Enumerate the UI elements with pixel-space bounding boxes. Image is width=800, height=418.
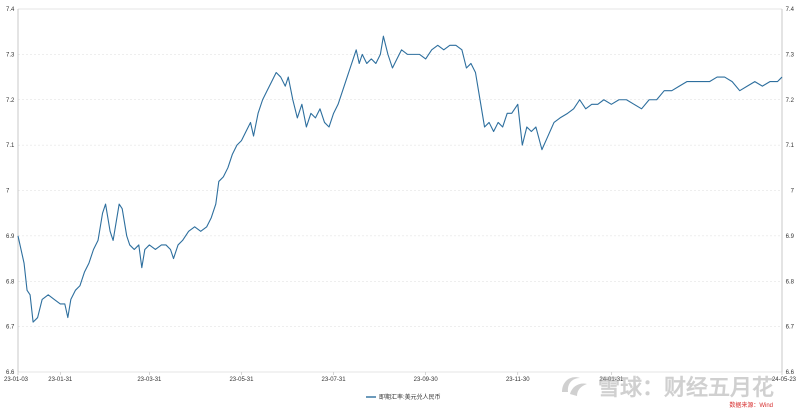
x-tick-label: 23-01-03 bbox=[4, 377, 29, 383]
y-tick-label-right: 6.7 bbox=[786, 325, 795, 331]
y-tick-label-right: 6.9 bbox=[786, 234, 795, 240]
x-tick-label: 24-01-31 bbox=[599, 377, 624, 383]
snowball-logo-icon bbox=[562, 377, 587, 396]
x-tick-label: 23-09-30 bbox=[414, 377, 439, 383]
y-tick-label-left: 7.3 bbox=[6, 52, 15, 58]
y-tick-label-right: 7.3 bbox=[786, 52, 795, 58]
y-tick-label-right: 7.2 bbox=[786, 98, 795, 104]
x-tick-label: 23-11-30 bbox=[506, 377, 530, 383]
y-tick-label-right: 6.6 bbox=[786, 370, 795, 376]
series-layer bbox=[17, 35, 783, 323]
y-tick-label-left: 7.4 bbox=[6, 7, 15, 13]
watermark-text: 雪球：财经五月花 bbox=[598, 375, 775, 400]
x-tick-label: 23-05-31 bbox=[229, 377, 254, 383]
y-tick-label-right: 7.1 bbox=[786, 143, 795, 149]
x-tick-label: 23-03-31 bbox=[137, 377, 162, 383]
y-tick-label-right: 6.8 bbox=[786, 279, 795, 285]
x-tick-label: 24-05-23 bbox=[772, 377, 797, 383]
y-tick-label-left: 6.8 bbox=[6, 279, 15, 285]
y-tick-label-left: 6.6 bbox=[6, 370, 15, 376]
y-tick-label-right: 7.4 bbox=[786, 7, 795, 13]
x-tick-label: 23-07-31 bbox=[322, 377, 347, 383]
legend-label: 即期汇率:美元兑人民币 bbox=[379, 393, 441, 401]
legend: 即期汇率:美元兑人民币 bbox=[366, 393, 441, 401]
axes: 6.6 6.6 6.7 6.7 6.8 6.8 6.9 6.9 7 7 7.1 7.1 7.2 7.2 7.… bbox=[4, 7, 797, 383]
y-tick-label-right: 7 bbox=[791, 189, 795, 195]
grid-lines bbox=[18, 8, 782, 373]
y-tick-label-left: 7.2 bbox=[6, 98, 15, 104]
y-tick-label-left: 6.7 bbox=[6, 325, 15, 331]
watermark: 雪球：财经五月花 bbox=[558, 370, 774, 402]
y-tick-label-left: 7 bbox=[6, 189, 10, 195]
series-line bbox=[17, 35, 783, 323]
y-tick-label-left: 6.9 bbox=[6, 234, 15, 240]
y-tick-label-left: 7.1 bbox=[6, 143, 15, 149]
x-tick-label: 23-01-31 bbox=[48, 377, 73, 383]
source-note: 数据来源：Wind bbox=[729, 403, 773, 409]
